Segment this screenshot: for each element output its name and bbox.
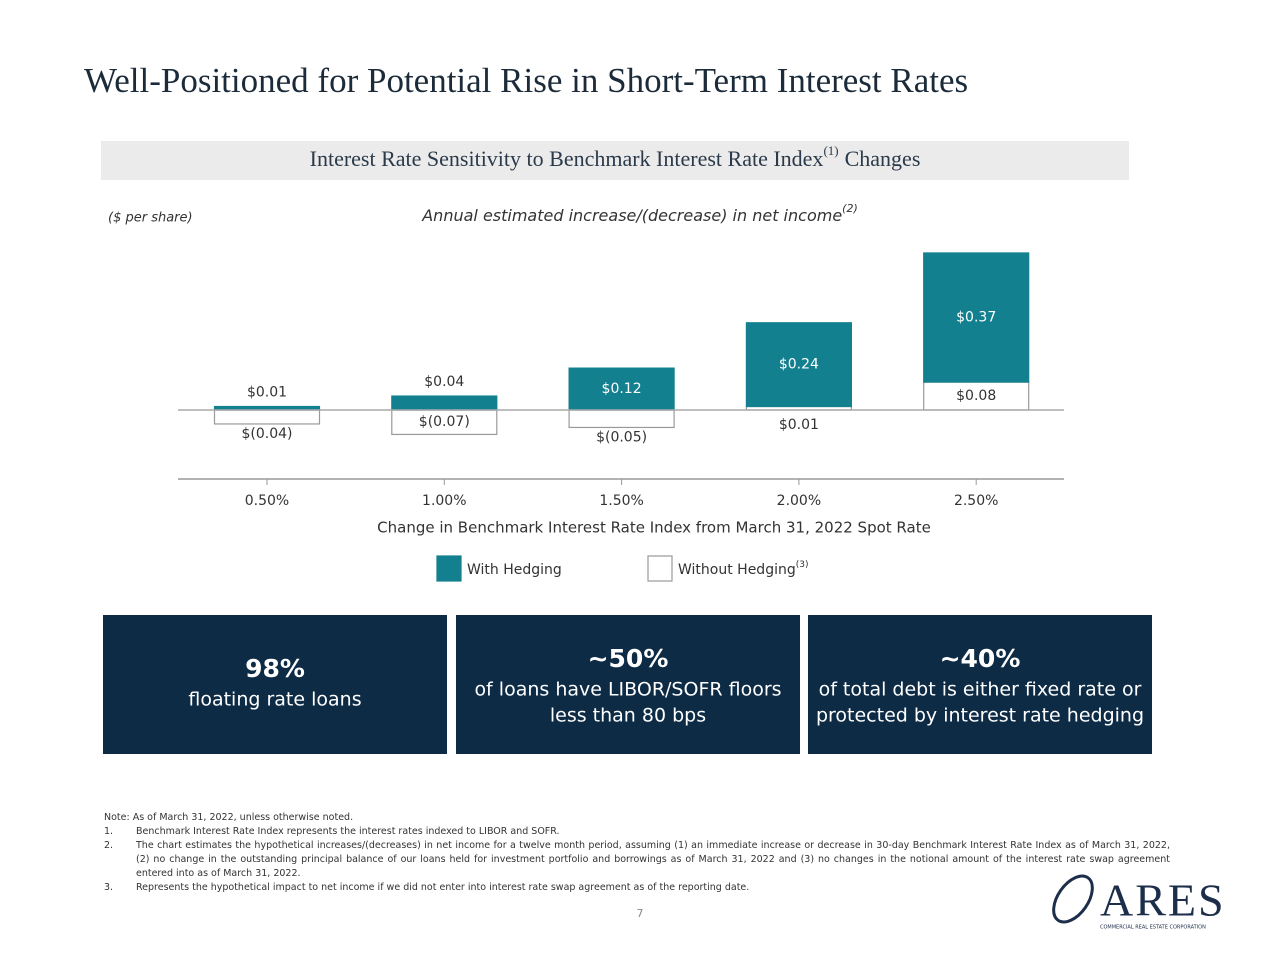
stat-text: floating rate loans [188, 689, 361, 711]
x-axis-title: Change in Benchmark Interest Rate Index … [377, 519, 931, 537]
data-label: $(0.05) [596, 429, 647, 445]
notes: Note: As of March 31, 2022, unless other… [104, 811, 1170, 895]
x-tick-label: 2.50% [954, 493, 998, 509]
logo-name: ARES [1100, 875, 1226, 926]
x-tick-label: 2.00% [777, 493, 821, 509]
stat-text: protected by interest rate hedging [816, 705, 1144, 727]
note-item: 2. The chart estimates the hypothetical i… [104, 839, 1170, 881]
stat-box [103, 615, 447, 754]
note-num: 1. [104, 826, 114, 837]
x-tick-label: 1.00% [422, 493, 466, 509]
note-item: 3. Represents the hypothetical impact to … [104, 881, 1170, 895]
chart-title: Annual estimated increase/(decrease) in … [421, 202, 858, 225]
banner-note: (1) [823, 143, 838, 158]
unit-label: ($ per share) [108, 211, 193, 226]
legend-entry: Without Hedging(3) [678, 560, 808, 579]
stat-text: of loans have LIBOR/SOFR floors [474, 679, 781, 701]
stat-value: ~50% [588, 644, 669, 673]
stat-text: of total debt is either fixed rate or [819, 679, 1142, 701]
note-text: Benchmark Interest Rate Index represents… [136, 826, 560, 837]
note-text: The chart estimates the hypothetical inc… [136, 840, 1170, 879]
note-num: 2. [104, 840, 114, 851]
chart-title-note: (2) [842, 202, 858, 215]
legend-name: With Hedging [467, 562, 562, 578]
bar [391, 409, 498, 436]
stat-text: less than 80 bps [550, 705, 706, 727]
note-num: 3. [104, 882, 114, 893]
bar [213, 409, 321, 425]
stat-value: 98% [245, 654, 305, 683]
bar [923, 252, 1030, 383]
note-item: 1. Benchmark Interest Rate Index represen… [104, 825, 1170, 839]
stat-value: ~40% [940, 644, 1021, 673]
data-label: $0.04 [424, 374, 464, 390]
x-tick-label: 0.50% [245, 493, 289, 509]
stat-box [808, 615, 1152, 754]
legend-swatch [436, 555, 462, 582]
data-label: $0.01 [779, 417, 819, 433]
data-label: $(0.07) [419, 414, 470, 430]
data-label: $0.37 [956, 310, 996, 326]
bar [391, 395, 498, 411]
chart-title-text: Annual estimated increase/(decrease) in … [421, 206, 842, 225]
legend-entry: With Hedging [467, 562, 562, 578]
data-label: $0.01 [247, 385, 287, 401]
legend-name: Without Hedging [678, 562, 796, 578]
data-label: $0.08 [956, 388, 996, 404]
stat-box [456, 615, 800, 754]
data-label: $(0.04) [241, 426, 292, 442]
bar [568, 409, 675, 429]
banner-text-after: Changes [845, 146, 921, 171]
data-label: $0.12 [602, 381, 642, 397]
legend-note: (3) [796, 560, 809, 570]
page-number: 7 [637, 907, 644, 920]
banner [101, 141, 1129, 180]
bar [745, 322, 853, 408]
legend-swatch [647, 555, 673, 582]
bar [568, 367, 675, 411]
logo-mark [1052, 874, 1094, 924]
bar [923, 381, 1030, 411]
logo-tagline: COMMERCIAL REAL ESTATE CORPORATION [1100, 925, 1206, 931]
banner-title: Interest Rate Sensitivity to Benchmark I… [310, 143, 921, 171]
note-text: Represents the hypothetical impact to ne… [136, 882, 750, 893]
notes-intro: Note: As of March 31, 2022, unless other… [104, 812, 354, 823]
title: Well-Positioned for Potential Rise in Sh… [84, 61, 968, 100]
banner-text: Interest Rate Sensitivity to Benchmark I… [310, 146, 824, 171]
x-tick-label: 1.50% [599, 493, 643, 509]
data-label: $0.24 [779, 357, 819, 373]
